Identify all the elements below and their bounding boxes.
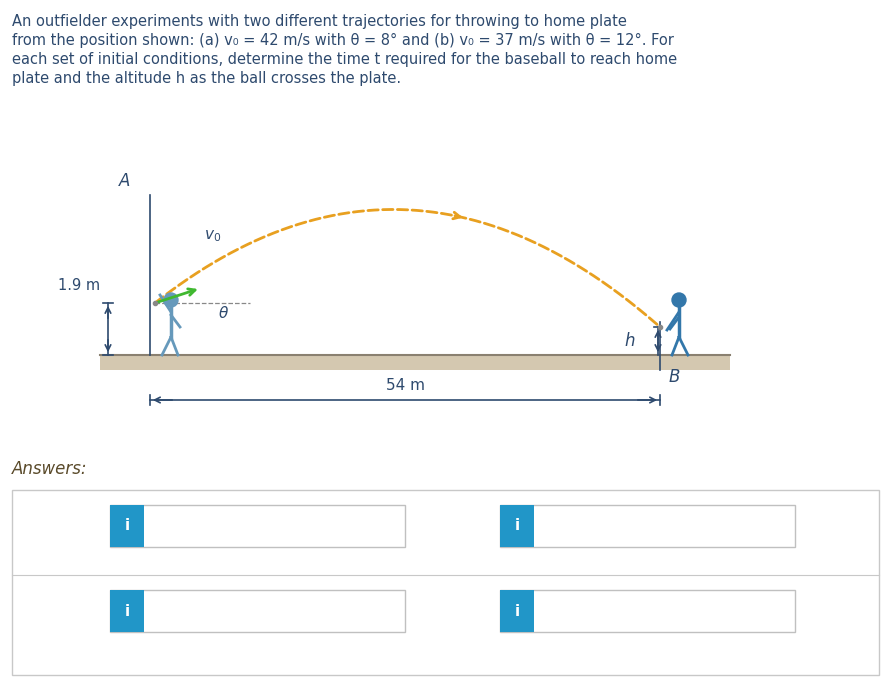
- Text: s, h =: s, h =: [417, 604, 462, 619]
- Bar: [110, 505, 144, 547]
- Text: from the position shown: (a) v₀ = 42 m/s with θ = 8° and (b) v₀ = 37 m/s with θ : from the position shown: (a) v₀ = 42 m/s…: [12, 33, 674, 48]
- Bar: [100, 355, 730, 370]
- Text: i: i: [514, 518, 519, 533]
- Text: plate and the altitude h as the ball crosses the plate.: plate and the altitude h as the ball cro…: [12, 71, 401, 86]
- Text: 54 m: 54 m: [386, 378, 424, 393]
- Bar: [110, 590, 405, 632]
- Bar: [110, 590, 144, 632]
- Text: i: i: [125, 604, 129, 619]
- Text: 1.9 m: 1.9 m: [58, 279, 100, 294]
- Bar: [500, 505, 795, 547]
- Text: i: i: [125, 518, 129, 533]
- Bar: [500, 590, 795, 632]
- Bar: [500, 590, 534, 632]
- Text: (a)   t =: (a) t =: [20, 520, 79, 535]
- Circle shape: [672, 293, 686, 307]
- Text: m: m: [807, 518, 822, 533]
- Text: An outfielder experiments with two different trajectories for throwing to home p: An outfielder experiments with two diffe…: [12, 14, 627, 29]
- Text: Answers:: Answers:: [12, 460, 87, 478]
- Bar: [110, 505, 405, 547]
- Circle shape: [164, 293, 178, 307]
- Text: each set of initial conditions, determine the time t required for the baseball t: each set of initial conditions, determin…: [12, 52, 677, 67]
- Text: $\theta$: $\theta$: [218, 305, 229, 321]
- Text: A: A: [119, 172, 130, 190]
- Text: m: m: [807, 604, 822, 619]
- Text: $B$: $B$: [668, 368, 681, 386]
- Text: $v_0$: $v_0$: [204, 228, 222, 244]
- Text: s, h =: s, h =: [417, 518, 462, 533]
- Text: $h$: $h$: [624, 332, 635, 350]
- Bar: [12, 490, 879, 675]
- Bar: [500, 505, 534, 547]
- Text: (b)   t =: (b) t =: [20, 604, 80, 619]
- Text: i: i: [514, 604, 519, 619]
